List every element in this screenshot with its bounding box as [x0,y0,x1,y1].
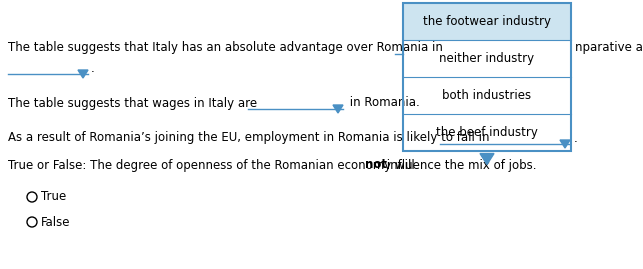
Text: the footwear industry: the footwear industry [423,15,551,28]
Text: the beef industry: the beef industry [436,126,538,139]
Text: False: False [41,215,71,228]
Bar [403,3,571,151]
Text: in Romania.: in Romania. [346,97,420,109]
Text: The table suggests that wages in Italy are: The table suggests that wages in Italy a… [8,97,261,109]
Text: True: True [41,190,66,204]
Bar [403,3,571,40]
Polygon shape [78,70,88,78]
Polygon shape [560,140,570,148]
Text: neither industry: neither industry [439,52,534,65]
Polygon shape [480,154,494,165]
Text: both industries: both industries [442,89,532,102]
Polygon shape [333,105,343,113]
Text: nparative advantage in: nparative advantage in [575,41,643,55]
Text: not: not [365,158,387,172]
Text: The table suggests that Italy has an absolute advantage over Romania in: The table suggests that Italy has an abs… [8,41,447,55]
Text: influence the mix of jobs.: influence the mix of jobs. [383,158,536,172]
Text: .: . [574,132,578,144]
Text: .: . [91,62,95,75]
Text: As a result of Romania’s joining the EU, employment in Romania is likely to fall: As a result of Romania’s joining the EU,… [8,132,493,144]
Text: True or False: The degree of openness of the Romanian economy will: True or False: The degree of openness of… [8,158,419,172]
